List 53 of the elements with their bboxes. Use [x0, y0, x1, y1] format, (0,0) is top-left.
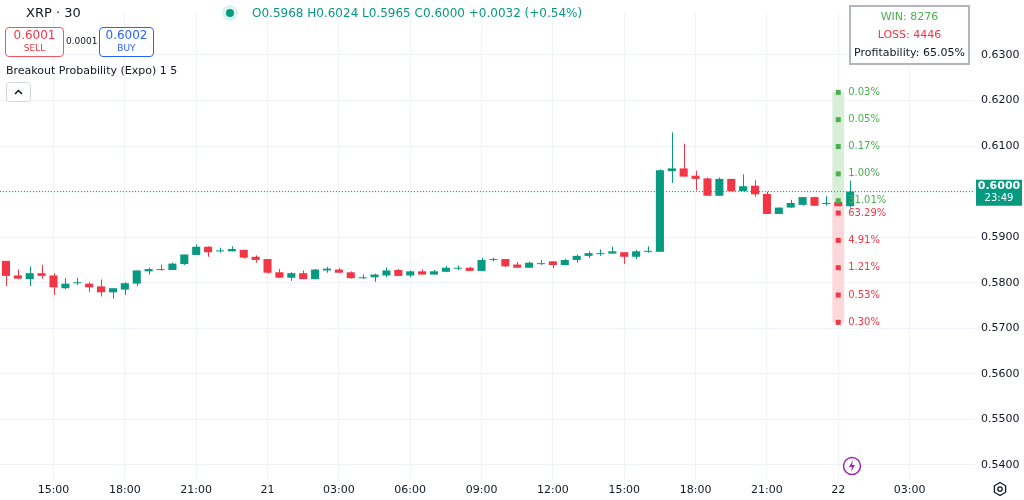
x-tick-label: 18:00 — [679, 483, 712, 497]
y-tick-label: 0.5400 — [981, 457, 1020, 471]
y-tick-label: 0.5600 — [981, 366, 1020, 380]
annotation: 1.21% — [848, 261, 880, 273]
y-tick-label: 0.6200 — [981, 93, 1020, 107]
annotation: 0.30% — [848, 315, 880, 327]
annotation: 0.6002 — [104, 28, 149, 42]
chart-title: XRP · 30 — [26, 5, 81, 20]
x-tick-label: 09:00 — [465, 483, 498, 497]
x-tick-label: 12:00 — [537, 483, 569, 497]
annotation: 0.53% — [848, 288, 880, 300]
x-tick-label: 21:00 — [751, 483, 783, 497]
candlestick — [596, 248, 605, 257]
ref-line-label: 0.6000 23:49 — [977, 179, 1021, 204]
candlestick — [1, 260, 10, 287]
annotation: 1.00% — [848, 167, 880, 179]
candlestick — [643, 245, 653, 254]
x-tick-label: 21:00 — [180, 483, 213, 497]
annotation: LOSS: 4446 — [876, 27, 943, 43]
annotation: 0.17% — [848, 140, 880, 152]
x-tick-label: 15:00 — [608, 483, 641, 497]
x-tick-label: 22 — [831, 483, 846, 497]
annotation: WIN: 8276 — [879, 9, 940, 25]
annotation: 4.91% — [848, 233, 880, 245]
x-tick-label: 06:00 — [394, 483, 427, 497]
annotation: SELL — [22, 42, 47, 55]
annotation: Profitability: 65.05% — [853, 45, 966, 61]
candlestick — [691, 170, 700, 191]
y-tick-label: 0.5700 — [981, 321, 1020, 335]
candlestick — [822, 195, 831, 207]
annotation: Breakout Probability (Expo) 1 5 — [6, 64, 178, 77]
annotation: 63.29% — [848, 206, 887, 218]
y-tick-label: 0.5500 — [981, 412, 1020, 426]
y-tick-label: 0.5800 — [981, 275, 1020, 289]
annotation: 0.0001 — [66, 36, 98, 46]
y-tick-label: 0.6100 — [981, 138, 1020, 152]
x-tick-label: 03:00 — [323, 483, 355, 497]
y-tick-label: 0.6300 — [981, 47, 1020, 61]
annotation: 0.05% — [848, 113, 880, 125]
candlestick — [49, 272, 58, 296]
annotation: 0.03% — [848, 85, 880, 97]
candlestick — [25, 265, 34, 287]
x-tick-label: 15:00 — [37, 483, 70, 497]
x-tick-label: 18:00 — [109, 483, 141, 497]
annotation: 0.6001 — [12, 28, 57, 42]
candlestick — [762, 191, 771, 215]
x-tick-label: 03:00 — [893, 483, 926, 497]
candlestick — [667, 131, 676, 184]
candlestick — [679, 143, 688, 178]
annotation: BUY — [116, 42, 137, 55]
chart-subtitle: O0.5968 H0.6024 L0.5965 C0.6000 +0.0032 (+0.54%) — [252, 6, 583, 20]
y-tick-label: 0.5900 — [981, 230, 1020, 244]
x-tick-label: 21 — [260, 483, 275, 497]
